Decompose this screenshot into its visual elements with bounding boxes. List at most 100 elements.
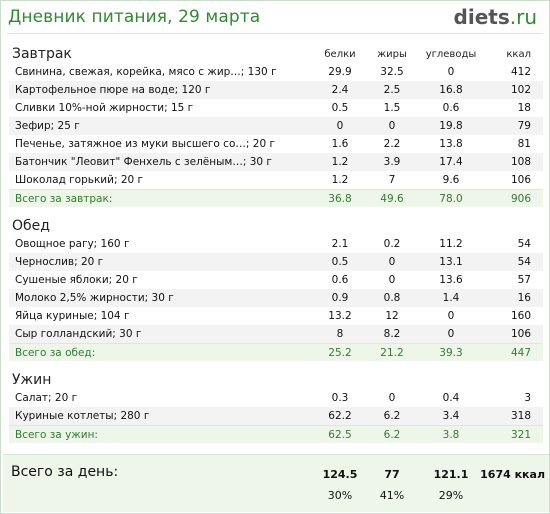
col-carbs-value: 1.4 (442, 292, 460, 304)
logo-main: diets (453, 5, 510, 29)
meal-name: Ужин (12, 372, 52, 388)
col-kcal-value: 54 (517, 256, 531, 268)
section-header: Завтрак белки жиры углеводы ккал (9, 43, 543, 63)
food-row[interactable]: Печенье, затяжное из муки высшего со…; 2… (9, 135, 543, 153)
col-protein-value: 8 (336, 328, 344, 340)
col-kcal-value: 412 (510, 66, 531, 78)
site-logo[interactable]: diets.ru (454, 5, 537, 29)
col-carbs-value: 9.6 (442, 174, 460, 186)
col-kcal-value: 81 (517, 138, 531, 150)
food-row[interactable]: Овощное рагу; 160 г 2.1 0.2 11.2 54 (9, 235, 543, 253)
col-carbs-value: 16.8 (439, 84, 463, 96)
col-carbs-value: 13.6 (439, 274, 463, 286)
col-kcal-value: 108 (510, 156, 531, 168)
col-fat-value: 3.9 (383, 156, 401, 168)
col-carbs-value: 0 (447, 310, 455, 322)
food-name: Шоколад горький; 20 г (15, 174, 144, 186)
col-fat-value: 0 (388, 392, 396, 404)
col-fat-value: 2.5 (383, 84, 401, 96)
day-total: Всего за день: 124.5 77 121.1 1674 ккал … (3, 454, 549, 512)
logo-ext: .ru (509, 5, 537, 29)
food-name: Батончик "Леовит" Фенхель с зелёным…; 30… (15, 156, 272, 168)
food-name: Чернослив; 20 г (15, 256, 104, 268)
food-name: Сушеные яблоки; 20 г (15, 274, 138, 286)
section-gap (9, 361, 543, 369)
food-name: Свинина, свежая, корейка, мясо с жир…; 1… (15, 66, 277, 78)
col-kcal-value: 318 (510, 410, 531, 422)
food-row[interactable]: Куриные котлеты; 280 г 62.2 6.2 3.4 318 (9, 407, 543, 425)
food-name: Картофельное пюре на воде; 120 г (15, 84, 211, 96)
food-name: Печенье, затяжное из муки высшего со…; 2… (15, 138, 275, 150)
meal-sections: Завтрак белки жиры углеводы ккал Свинина, све… (9, 43, 543, 443)
col-carbs-value: 0 (447, 328, 455, 340)
col-fat-header: жиры (377, 49, 407, 60)
food-row[interactable]: Яйца куриные; 104 г 13.2 12 0 160 (9, 307, 543, 325)
col-carbs-value: 19.8 (439, 120, 463, 132)
header-divider (7, 33, 543, 34)
col-protein-value: 0.3 (331, 392, 349, 404)
food-row[interactable]: Сушеные яблоки; 20 г 0.6 0 13.6 57 (9, 271, 543, 289)
col-protein-value: 0.6 (331, 274, 349, 286)
food-row[interactable]: Сыр голландский; 30 г 8 8.2 0 106 (9, 325, 543, 343)
col-carbs-value: 0 (447, 66, 455, 78)
food-name: Молоко 2,5% жирности; 30 г (15, 292, 174, 304)
total-col-protein: 25.2 (328, 347, 352, 359)
total-col-carbs: 3.8 (442, 429, 460, 441)
section-header: Ужин (9, 369, 543, 389)
food-name: Яйца куриные; 104 г (15, 310, 130, 322)
meal-name: Обед (12, 218, 50, 234)
col-kcal-header: ккал (506, 49, 531, 60)
food-row[interactable]: Свинина, свежая, корейка, мясо с жир…; 1… (9, 63, 543, 81)
total-col-fat: 21.2 (380, 347, 404, 359)
col-protein-value: 1.2 (331, 156, 349, 168)
meal-name: Завтрак (12, 46, 72, 62)
section-header: Обед (9, 215, 543, 235)
day-protein: 124.5 (322, 468, 358, 481)
col-protein-value: 1.6 (331, 138, 349, 150)
food-name: Куриные котлеты; 280 г (15, 410, 150, 422)
col-protein-value: 0 (336, 120, 344, 132)
food-row[interactable]: Картофельное пюре на воде; 120 г 2.4 2.5 16… (9, 81, 543, 99)
col-kcal-value: 160 (510, 310, 531, 322)
col-kcal-value: 106 (510, 328, 531, 340)
col-protein-value: 62.2 (328, 410, 352, 422)
col-fat-value: 0 (388, 274, 396, 286)
food-row[interactable]: Зефир; 25 г 0 0 19.8 79 (9, 117, 543, 135)
food-row[interactable]: Салат; 20 г 0.3 0 0.4 3 (9, 389, 543, 407)
day-carbs: 121.1 (433, 468, 469, 481)
col-kcal-value: 3 (524, 392, 531, 404)
day-fat: 77 (384, 468, 400, 481)
total-col-protein: 62.5 (328, 429, 352, 441)
day-fat-pct: 41% (379, 489, 405, 502)
col-protein-value: 29.9 (328, 66, 352, 78)
col-carbs-value: 0.4 (442, 392, 460, 404)
total-col-fat: 49.6 (380, 193, 404, 205)
col-protein-value: 0.5 (331, 102, 349, 114)
food-name: Сливки 10%-ной жирности; 15 г (15, 102, 194, 114)
col-fat-value: 2.2 (383, 138, 401, 150)
col-protein-value: 0.5 (331, 256, 349, 268)
food-row[interactable]: Чернослив; 20 г 0.5 0 13.1 54 (9, 253, 543, 271)
col-fat-value: 8.2 (383, 328, 401, 340)
col-carbs-value: 3.4 (442, 410, 460, 422)
meal-total-label: Всего за обед: (15, 347, 96, 359)
col-fat-value: 12 (385, 310, 399, 322)
meal-total-row: Всего за обед: 25.2 21.2 39.3 447 (9, 343, 543, 361)
meal-total-label: Всего за ужин: (15, 429, 98, 441)
col-carbs-value: 11.2 (439, 238, 463, 250)
day-total-label: Всего за день: (11, 464, 119, 480)
food-row[interactable]: Молоко 2,5% жирности; 30 г 0.9 0.8 1.4 16 (9, 289, 543, 307)
day-kcal: 1674 ккал (480, 468, 545, 481)
col-fat-value: 32.5 (380, 66, 404, 78)
food-name: Овощное рагу; 160 г (15, 238, 130, 250)
col-kcal-value: 106 (510, 174, 531, 186)
col-protein-header: белки (324, 49, 356, 60)
col-kcal-value: 102 (510, 84, 531, 96)
food-row[interactable]: Сливки 10%-ной жирности; 15 г 0.5 1.5 0.6 18 (9, 99, 543, 117)
food-name: Сыр голландский; 30 г (15, 328, 142, 340)
col-carbs-value: 13.8 (439, 138, 463, 150)
food-row[interactable]: Шоколад горький; 20 г 1.2 7 9.6 106 (9, 171, 543, 189)
food-name: Зефир; 25 г (15, 120, 80, 132)
col-fat-value: 0 (388, 120, 396, 132)
food-row[interactable]: Батончик "Леовит" Фенхель с зелёным…; 30… (9, 153, 543, 171)
